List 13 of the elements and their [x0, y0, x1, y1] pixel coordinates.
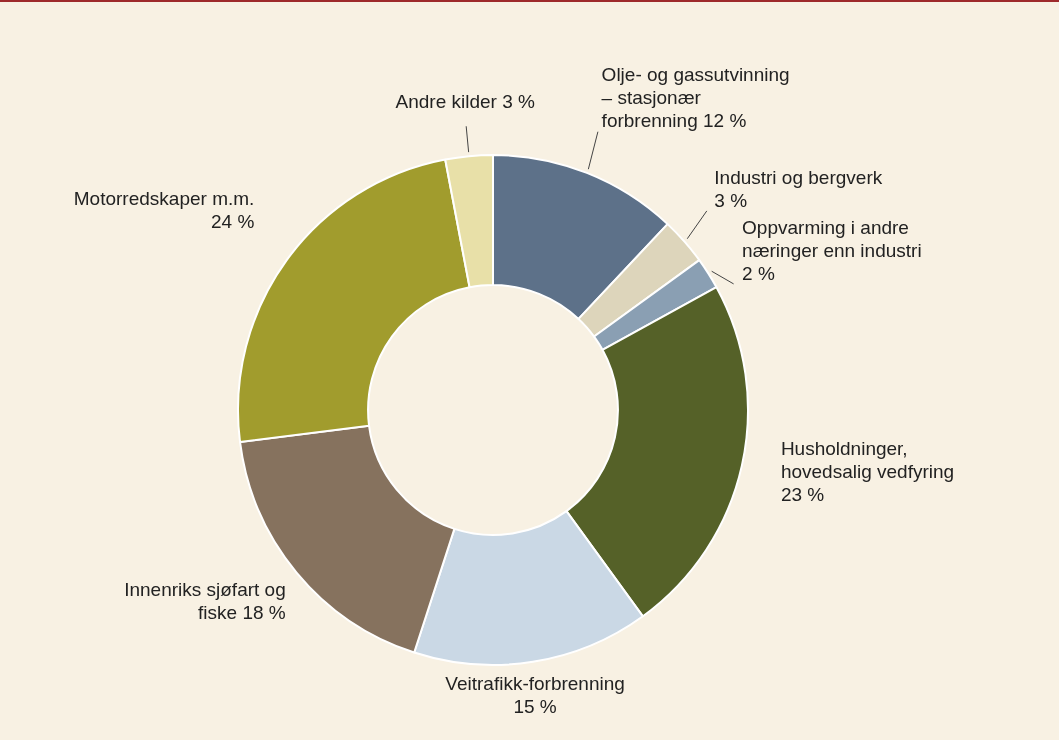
- slice-label: Andre kilder 3 %: [395, 91, 536, 113]
- data-label: 23 %: [780, 483, 825, 505]
- slice-label: Veitrafikk-forbrenning: [445, 673, 625, 695]
- slice-label: Motorredskaper m.m.: [73, 188, 255, 210]
- data-label: 3 %: [714, 189, 748, 211]
- data-label: 24 %: [211, 211, 255, 233]
- slice-label: Industri og bergverk: [714, 166, 883, 188]
- slice-label: Husholdninger, hovedsalig vedfyring: [780, 437, 955, 482]
- slice-label: Olje- og gassutvinning – stasjonær forbrenning 12 %: [601, 64, 790, 132]
- slice-label: Innenriks sjøfart og fiske 18 %: [124, 579, 286, 624]
- data-label: 2 %: [742, 262, 775, 284]
- slice-label: Oppvarming i andre næringer enn industri: [742, 216, 922, 261]
- data-label: 15 %: [513, 696, 557, 718]
